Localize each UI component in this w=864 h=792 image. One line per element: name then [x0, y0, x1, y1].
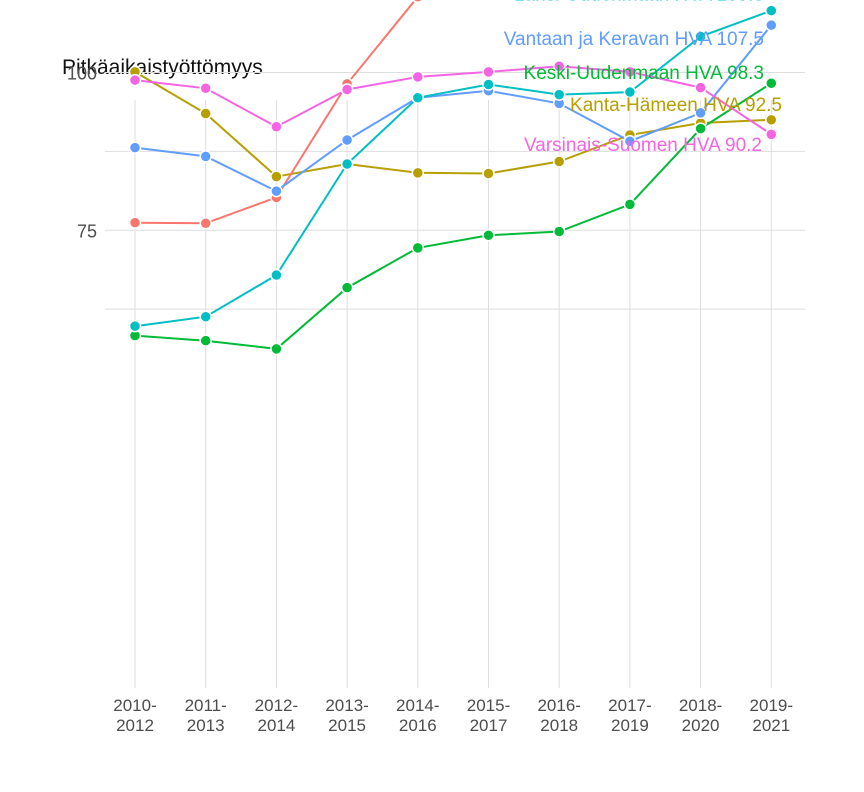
data-point: [199, 150, 212, 163]
data-point: [482, 78, 495, 91]
data-point: [765, 4, 778, 17]
data-point: [765, 76, 778, 90]
data-point: [340, 157, 354, 171]
x-tick-label: 2012-: [255, 696, 298, 715]
series-line: [134, 0, 417, 225]
y-tick-label: 75: [77, 221, 97, 241]
x-tick-label: 2011-: [185, 696, 227, 715]
data-point: [270, 170, 283, 183]
x-tick-label: 2019-: [750, 696, 793, 715]
data-point: [694, 30, 707, 43]
data-point: [765, 128, 778, 141]
x-tick-label: 2018: [540, 716, 578, 735]
data-point: [482, 229, 495, 242]
data-point: [411, 91, 425, 104]
data-point: [694, 81, 707, 94]
x-tick-label: 2015: [328, 716, 366, 735]
y-tick-label: 100: [67, 64, 97, 84]
data-point: [270, 184, 283, 198]
series-points: [128, 0, 778, 356]
x-tick-label: 2021: [752, 716, 790, 735]
data-point: [623, 85, 637, 99]
data-point: [765, 18, 778, 32]
x-tick-label: 2016-: [537, 696, 580, 715]
series-end-label: Keski-Uudenmaan HVA 98.3: [524, 63, 764, 84]
data-point: [482, 167, 495, 180]
data-point: [128, 73, 142, 87]
data-point: [411, 241, 425, 255]
data-point: [411, 166, 425, 180]
data-point: [623, 65, 637, 79]
x-tick-label: 2010-: [113, 696, 156, 715]
series-line: [134, 65, 772, 136]
chart-title: Pitkäaikaistyöttömyys: [62, 56, 263, 79]
series-line: [134, 71, 772, 178]
x-tick-label: 2020: [682, 716, 720, 735]
series-end-label: Kanta-Hämeen HVA 92.5: [570, 95, 782, 116]
x-tick-label: 2016: [399, 716, 437, 735]
series-line: [134, 24, 773, 193]
data-point: [411, 70, 425, 84]
series-end-label: Länsi-Uudenmaan HVA 109.8: [514, 0, 764, 6]
data-point: [552, 88, 566, 101]
data-point: [552, 155, 566, 168]
x-tick-label: 2013-: [325, 696, 368, 715]
data-point: [340, 281, 354, 294]
data-point: [199, 107, 212, 120]
data-point: [199, 82, 212, 95]
data-point: [623, 198, 637, 211]
data-point: [128, 141, 142, 154]
series-end-labels: Kanta-Hämeen HVA 92.5Helsingin kaupunki …: [504, 0, 782, 156]
grid: [105, 72, 805, 688]
data-point: [340, 83, 354, 96]
x-tick-label: 2017-: [608, 696, 651, 715]
x-tick-label: 2019: [611, 716, 649, 735]
data-point: [765, 113, 778, 127]
series-lines: [134, 0, 773, 350]
x-tick-label: 2018-: [679, 696, 722, 715]
data-point: [694, 106, 707, 120]
axis-labels: 751001252010-20122011-20132012-20142013-…: [67, 64, 793, 736]
data-point: [482, 65, 495, 79]
data-point: [412, 0, 424, 4]
data-point: [270, 342, 283, 356]
data-point: [694, 122, 707, 135]
data-point: [552, 225, 566, 238]
data-point: [340, 133, 354, 147]
series-end-label: Varsinais-Suomen HVA 90.2: [524, 135, 762, 156]
data-point: [552, 59, 566, 73]
series-line: [134, 9, 772, 328]
data-point: [270, 268, 283, 282]
data-point: [270, 120, 283, 134]
x-tick-label: 2015-: [467, 696, 510, 715]
data-point: [128, 319, 142, 333]
x-tick-label: 2014: [257, 716, 295, 735]
x-tick-label: 2017: [470, 716, 508, 735]
series-end-label: Vantaan ja Keravan HVA 107.5: [504, 29, 764, 50]
x-tick-label: 2013: [187, 716, 225, 735]
data-point: [623, 135, 637, 148]
x-tick-label: 2012: [116, 716, 154, 735]
series-line: [134, 82, 772, 350]
x-tick-label: 2014-: [396, 696, 439, 715]
data-point: [128, 216, 142, 229]
data-point: [199, 217, 212, 230]
data-point: [199, 310, 212, 323]
data-point: [199, 334, 212, 347]
